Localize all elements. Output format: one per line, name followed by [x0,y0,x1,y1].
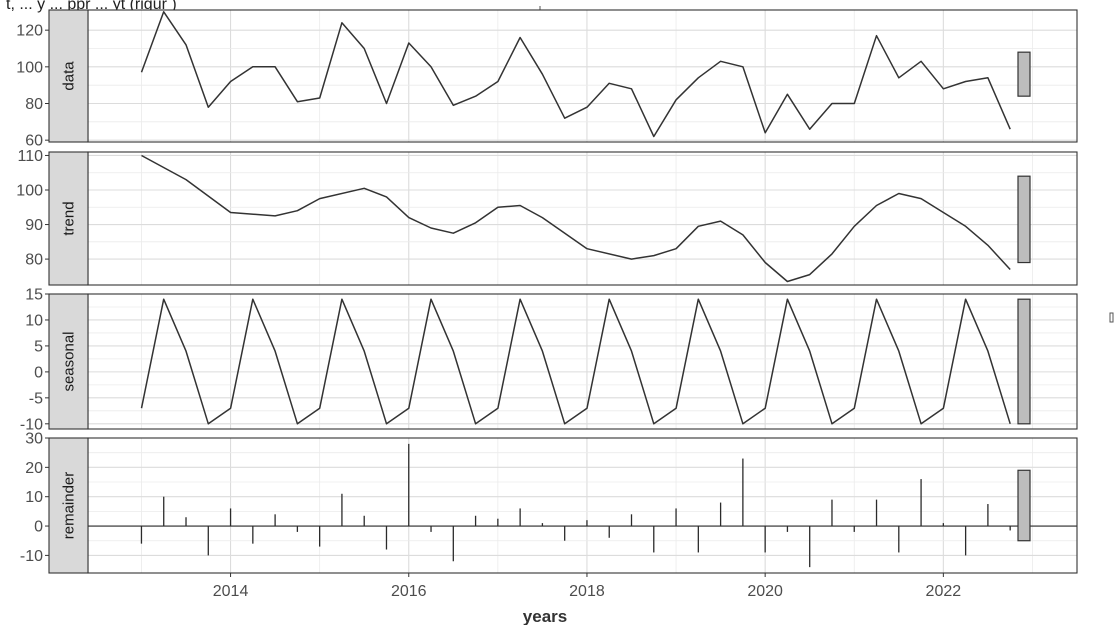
seasonal-series-line [140,298,1011,425]
y-tick-label: -10 [20,416,43,433]
panel-background [88,438,1077,573]
strip-background [48,151,89,286]
y-tick-label: -10 [20,548,43,565]
y-tick-label: 0 [34,364,43,381]
y-tick-label: 100 [16,59,43,76]
x-axis-title: years [523,607,567,625]
x-tick-label: 2016 [391,583,427,600]
y-tick-label: 20 [25,460,43,477]
panels-group: data6080100120trend8090100110seasonal-10… [16,9,1078,574]
panel-background [88,10,1077,142]
range-bar [1017,469,1031,542]
x-tick-label: 2020 [747,583,783,600]
y-tick-label: 30 [25,431,43,448]
y-tick-label: 10 [25,489,43,506]
strip-background [48,9,89,143]
y-tick-label: 80 [25,96,43,113]
y-tick-label: -5 [29,390,43,407]
y-tick-label: 110 [17,148,43,165]
y-tick-label: 5 [34,338,43,355]
y-tick-label: 15 [25,287,43,304]
range-bar [1017,175,1031,264]
range-bar [1017,298,1031,425]
panel-background [88,294,1077,429]
panel-remainder: remainder -10 0 10 20 30 [20,431,1078,574]
range-bar [1017,51,1031,97]
x-tick-label: 2014 [213,583,249,600]
y-tick-label: 90 [25,217,43,234]
panel-background [88,152,1077,285]
y-tick-label: 60 [25,133,43,150]
strip-label-remainder: remainder [61,472,78,540]
strip-label-seasonal: seasonal [61,331,78,391]
y-tick-label: 80 [25,252,43,269]
strip-label-trend: trend [61,201,78,235]
panel-data: data 60 80 100 120 [16,9,1078,150]
panel-seasonal: seasonal -10 -5 0 5 10 15 [20,287,1078,433]
strip-background [48,437,89,574]
trend-series-line [141,154,1011,283]
strip-background [48,293,89,430]
y-tick-label: 100 [16,183,43,200]
x-tick-label: 2022 [926,583,962,600]
x-tick-label: 2018 [569,583,605,600]
y-tick-label: 10 [25,312,43,329]
data-series-line [140,11,1011,138]
x-axis: 2014 2016 2018 2020 2022 [213,573,961,600]
strip-label-data: data [61,61,78,91]
y-tick-label: 120 [16,23,43,40]
panel-trend: trend 80 90 100 110 [16,148,1078,286]
stray-mark-right [1109,312,1114,323]
y-tick-label: 0 [34,519,43,536]
